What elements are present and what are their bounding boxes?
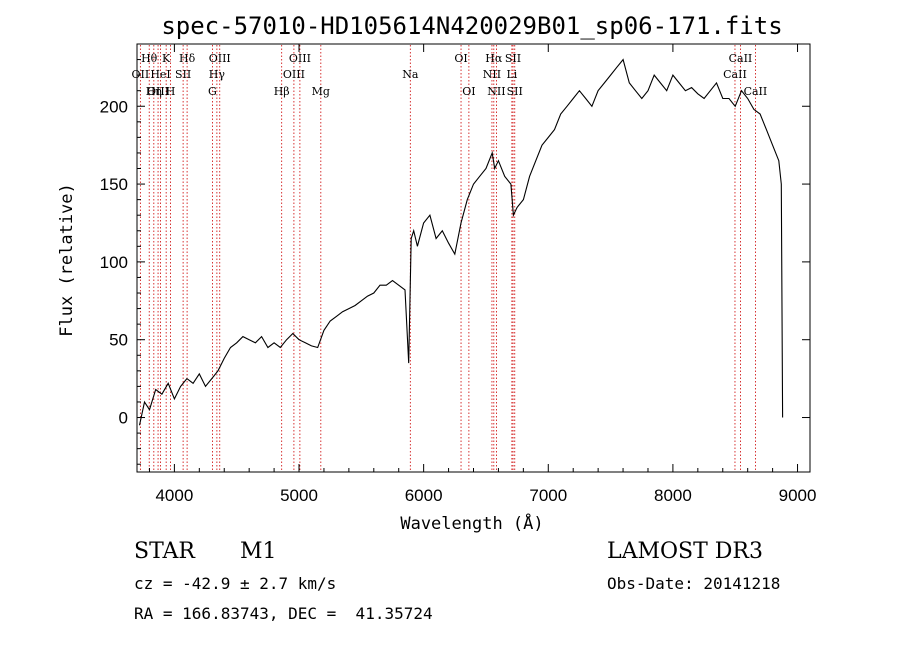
marker-label-11: G (208, 85, 217, 98)
x-tick-label-1: 5000 (280, 486, 318, 505)
marker-label-17: OI (454, 52, 467, 65)
marker-label-21: NII (487, 85, 505, 98)
marker-label-1: OII (132, 68, 150, 81)
object-class: STAR (134, 539, 195, 564)
marker-label-27: CaII (744, 85, 768, 98)
x-tick-label-2: 6000 (405, 486, 443, 505)
y-tick-label-1: 50 (109, 331, 128, 350)
marker-label-12: Hβ (274, 85, 290, 98)
x-tick-label-5: 9000 (779, 486, 817, 505)
x-axis-ticks: 4000 5000 6000 7000 8000 9000 (148, 44, 817, 505)
y-tick-label-4: 200 (100, 97, 128, 116)
x-tick-label-0: 4000 (155, 486, 193, 505)
marker-label-16: Na (402, 68, 419, 81)
y-tick-label-2: 100 (100, 253, 128, 272)
y-tick-label-3: 150 (100, 175, 128, 194)
x-axis-label: Wavelength (Å) (400, 512, 543, 534)
object-subclass: M1 (240, 539, 277, 564)
observation-date: Obs-Date: 20141218 (607, 574, 781, 593)
coordinates: RA = 166.83743, DEC = 41.35724 (134, 604, 433, 623)
marker-label-7: H (166, 85, 176, 98)
marker-label-26: CaII (723, 68, 747, 81)
spectral-line-labels: Hθ OII OIII K HeI Hη SII H Hδ OIII Hγ G Hβ OIII OIII Mg… (132, 52, 768, 98)
redshift-velocity: cz = -42.9 ± 2.7 km/s (134, 574, 337, 593)
marker-label-22: SII (505, 52, 521, 65)
marker-label-24: SII (507, 85, 523, 98)
marker-label-8: Hδ (179, 52, 196, 65)
y-axis-label: Flux (relative) (57, 183, 77, 337)
marker-label-18: OI (462, 85, 475, 98)
marker-label-0: Hθ (141, 52, 158, 65)
spectrum-line (138, 58, 784, 426)
survey-name: LAMOST DR3 (607, 539, 763, 564)
marker-label-6: SII (175, 68, 191, 81)
x-tick-label-4: 8000 (654, 486, 692, 505)
marker-label-5: Hη (146, 85, 162, 98)
marker-label-20: NII (483, 68, 501, 81)
marker-label-3: K (162, 52, 171, 65)
marker-label-23: Li (506, 68, 517, 81)
marker-label-13: OIII (289, 52, 311, 65)
marker-label-25: CaII (729, 52, 753, 65)
marker-label-2: OIII (147, 85, 169, 98)
marker-label-14: OIII (283, 68, 305, 81)
y-axis-ticks: 0 50 100 150 200 (100, 59, 810, 465)
plot-frame (136, 43, 811, 473)
marker-label-15: Mg (312, 85, 330, 98)
marker-label-19: Hα (485, 52, 503, 65)
marker-label-4: HeI (150, 68, 170, 81)
marker-label-10: Hγ (209, 68, 226, 81)
spectral-line-markers (139, 45, 756, 471)
marker-label-9: OIII (209, 52, 231, 65)
chart-title: spec-57010-HD105614N420029B01_sp06-171.f… (161, 12, 782, 40)
y-tick-label-0: 0 (119, 409, 128, 428)
x-tick-label-3: 7000 (529, 486, 567, 505)
